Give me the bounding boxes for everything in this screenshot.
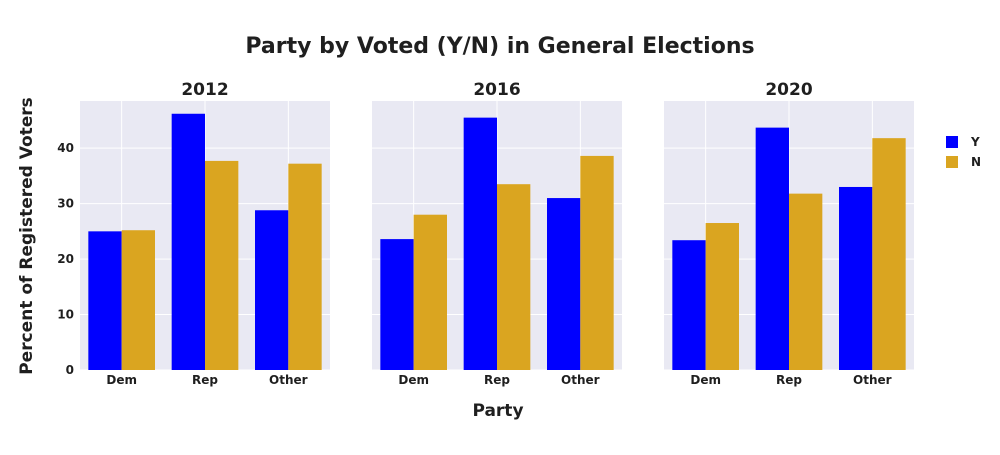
bar-Y-Other	[547, 198, 581, 370]
bar-Y-Dem	[672, 240, 706, 370]
legend-swatch-N	[946, 156, 958, 168]
panel-title: 2020	[765, 80, 812, 100]
x-tick-label: Dem	[690, 373, 721, 387]
legend-swatch-Y	[946, 136, 958, 148]
x-tick-label: Rep	[192, 373, 218, 387]
panel-title: 2012	[181, 80, 228, 100]
bar-N-Rep	[205, 160, 239, 370]
bar-N-Other	[872, 138, 906, 370]
y-tick-label: 40	[57, 141, 74, 155]
bar-N-Rep	[789, 193, 823, 370]
x-tick-label: Other	[269, 373, 308, 387]
y-tick-label: 30	[57, 197, 74, 211]
legend: YN	[946, 135, 981, 169]
bar-Y-Dem	[88, 231, 122, 370]
legend-label-N: N	[971, 155, 981, 169]
y-tick-label: 0	[66, 363, 74, 377]
bar-N-Dem	[121, 230, 155, 370]
bar-Y-Other	[839, 186, 873, 370]
bar-Y-Rep	[755, 127, 789, 370]
bar-N-Other	[580, 155, 614, 370]
bar-Y-Other	[255, 210, 289, 370]
legend-label-Y: Y	[970, 135, 980, 149]
x-tick-label: Dem	[106, 373, 137, 387]
x-axis-title: Party	[472, 401, 523, 421]
panel-title: 2016	[473, 80, 520, 100]
x-tick-label: Rep	[484, 373, 510, 387]
bar-Y-Dem	[380, 239, 414, 370]
bar-N-Rep	[497, 184, 531, 370]
y-tick-label: 20	[57, 252, 74, 266]
panel-2020: Dem Rep Other 2020	[664, 80, 914, 387]
bar-N-Dem	[413, 214, 447, 370]
panel-2012: Dem Rep Other 2012 0 10 20 30 40	[57, 80, 330, 387]
y-tick-label: 10	[57, 308, 74, 322]
x-tick-label: Other	[853, 373, 892, 387]
bar-N-Dem	[705, 223, 739, 370]
x-tick-label: Other	[561, 373, 600, 387]
y-axis-title: Percent of Registered Voters	[17, 97, 37, 375]
bar-N-Other	[288, 163, 322, 370]
chart-title: Party by Voted (Y/N) in General Election…	[245, 34, 754, 59]
bar-Y-Rep	[171, 113, 205, 370]
x-tick-label: Rep	[776, 373, 802, 387]
bar-Y-Rep	[463, 117, 497, 370]
panel-2016: Dem Rep Other 2016	[372, 80, 622, 387]
x-tick-label: Dem	[398, 373, 429, 387]
